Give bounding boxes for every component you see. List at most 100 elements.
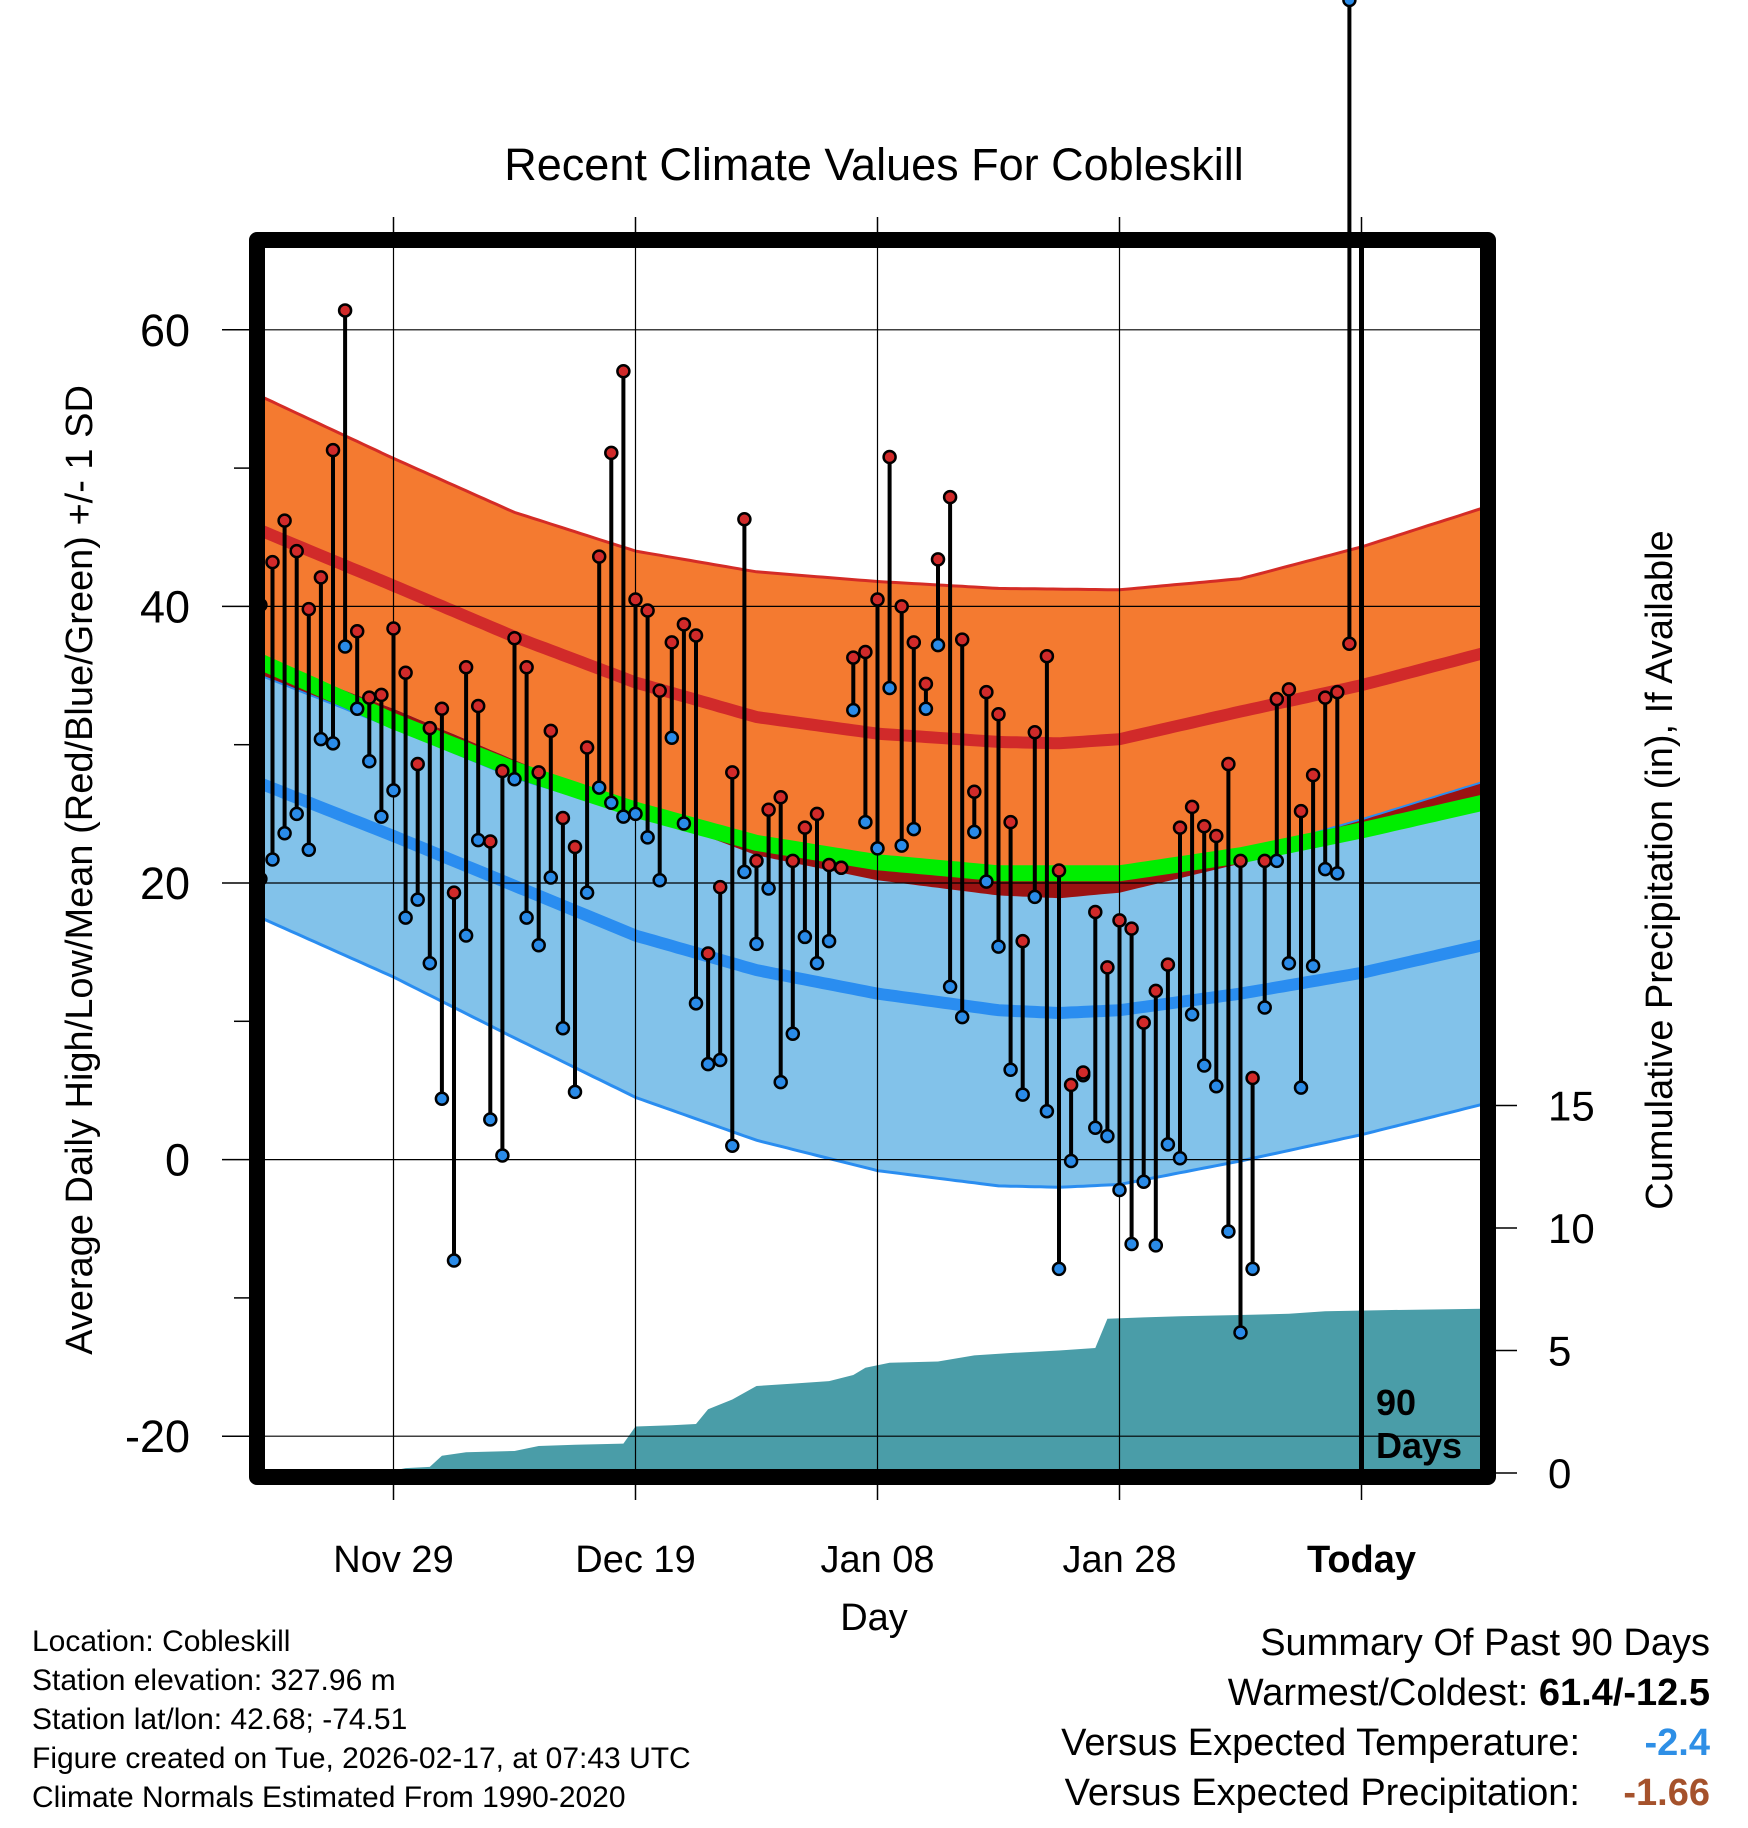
temp-anomaly-label: Versus Expected Temperature:	[1061, 1722, 1580, 1764]
obs-low-point	[555, 1020, 571, 1036]
obs-high-point	[846, 650, 861, 665]
obs-low-point	[652, 872, 667, 888]
period-label-line2: Days	[1376, 1425, 1462, 1466]
obs-low-point	[1124, 1236, 1139, 1252]
obs-high-point	[543, 723, 559, 739]
obs-high-point	[519, 660, 534, 675]
obs-high-point	[1100, 960, 1115, 975]
obs-low-point	[1184, 1007, 1200, 1022]
low-sd-lower-line	[262, 916, 1483, 1189]
obs-high-point	[1269, 691, 1285, 707]
obs-low-point	[1221, 1224, 1236, 1239]
x-tick-label: Dec 19	[575, 1539, 695, 1581]
obs-low-point	[1088, 1120, 1103, 1136]
obs-high-point	[652, 683, 667, 699]
obs-low-point	[700, 1056, 716, 1072]
obs-high-point	[579, 740, 595, 755]
obs-low-point	[458, 928, 474, 943]
warm-cold-label: Warmest/Coldest:	[1227, 1672, 1529, 1714]
summary-heading: Summary Of Past 90 Days	[1260, 1622, 1710, 1664]
obs-low-point	[543, 870, 559, 885]
summary-warm-cold: Warmest/Coldest: 61.4/-12.5	[1061, 1668, 1710, 1718]
obs-low-point	[422, 955, 438, 971]
obs-high-point	[833, 860, 849, 876]
obs-high-point	[1063, 1077, 1079, 1093]
obs-low-point	[870, 841, 885, 856]
obs-high-point	[725, 765, 740, 780]
obs-high-point	[676, 617, 692, 632]
y2-tick-label: 0	[1548, 1450, 1571, 1497]
obs-low-point	[531, 937, 546, 953]
obs-high-point	[640, 603, 655, 618]
obs-high-point	[422, 720, 438, 736]
obs-low-point	[979, 874, 994, 889]
obs-low-point	[809, 955, 825, 971]
obs-high-point	[1027, 725, 1043, 740]
obs-low-point	[470, 832, 486, 848]
obs-low-point	[858, 814, 873, 830]
obs-low-point	[906, 821, 922, 837]
obs-high-point	[386, 621, 401, 636]
obs-low-point	[930, 637, 946, 653]
obs-high-point	[1088, 904, 1103, 920]
obs-low-point	[942, 979, 958, 994]
y-tick-label: 60	[140, 305, 190, 356]
precip-anomaly-value: -1.66	[1623, 1772, 1710, 1814]
obs-low-point	[1039, 1103, 1055, 1119]
obs-low-point	[785, 1026, 801, 1041]
obs-high-point	[1330, 684, 1345, 700]
obs-low-point	[362, 754, 377, 769]
obs-low-point	[1342, 0, 1357, 8]
obs-low-point	[398, 910, 413, 925]
obs-low-point	[1317, 861, 1333, 877]
temp-anomaly-value: -2.4	[1644, 1722, 1710, 1764]
obs-low-point	[313, 731, 329, 747]
obs-high-point	[870, 592, 885, 607]
station-elevation: Station elevation: 327.96 m	[32, 1664, 396, 1697]
obs-low-point	[749, 936, 764, 952]
obs-high-point	[858, 644, 873, 660]
obs-high-point	[906, 635, 922, 650]
obs-low-point	[567, 1084, 583, 1100]
obs-high-point	[1112, 913, 1127, 928]
station-info: Location: Cobleskill Station elevation: …	[32, 1622, 691, 1817]
obs-high-point	[785, 853, 801, 869]
obs-low-point	[446, 1253, 462, 1268]
obs-high-point	[1281, 682, 1297, 697]
obs-low-point	[1100, 1128, 1115, 1144]
obs-high-point	[458, 660, 474, 675]
obs-high-point	[821, 857, 837, 873]
obs-low-point	[410, 892, 425, 907]
obs-low-point	[894, 838, 909, 853]
x-tick-label: Jan 08	[820, 1539, 934, 1581]
obs-low-point	[1196, 1058, 1212, 1073]
obs-high-point	[1342, 636, 1357, 651]
obs-low-point	[374, 809, 389, 824]
figure-created: Figure created on Tue, 2026-02-17, at 07…	[32, 1742, 691, 1775]
y-tick-label: 0	[165, 1135, 190, 1186]
obs-low-point	[507, 772, 522, 787]
obs-low-point	[265, 852, 280, 867]
obs-high-point	[967, 784, 982, 799]
obs-high-point	[1305, 767, 1321, 783]
obs-high-point	[773, 790, 788, 805]
obs-low-point	[1257, 1000, 1272, 1015]
obs-low-point	[712, 1052, 728, 1068]
obs-high-point	[289, 543, 304, 559]
obs-low-point	[1245, 1261, 1260, 1277]
plot-border	[249, 232, 1496, 1485]
y-tick-label: -20	[125, 1411, 190, 1462]
axes: Nov 29 Dec 19 Jan 08 Jan 28 Today -20 0 20 40 60 0…	[125, 217, 1595, 1581]
obs-high-point	[507, 630, 522, 646]
obs-high-point	[446, 885, 462, 900]
summary-temp: Versus Expected Temperature: -2.4	[1061, 1718, 1710, 1768]
obs-high-point	[470, 698, 486, 714]
warm-cold-value: 61.4/-12.5	[1538, 1672, 1710, 1714]
obs-high-point	[1221, 756, 1236, 772]
obs-high-point	[761, 802, 776, 817]
low-sd-band	[262, 676, 1483, 1188]
obs-low-point	[579, 885, 595, 900]
obs-low-point	[737, 864, 752, 880]
obs-low-point	[337, 639, 353, 654]
obs-low-point	[1003, 1062, 1018, 1077]
